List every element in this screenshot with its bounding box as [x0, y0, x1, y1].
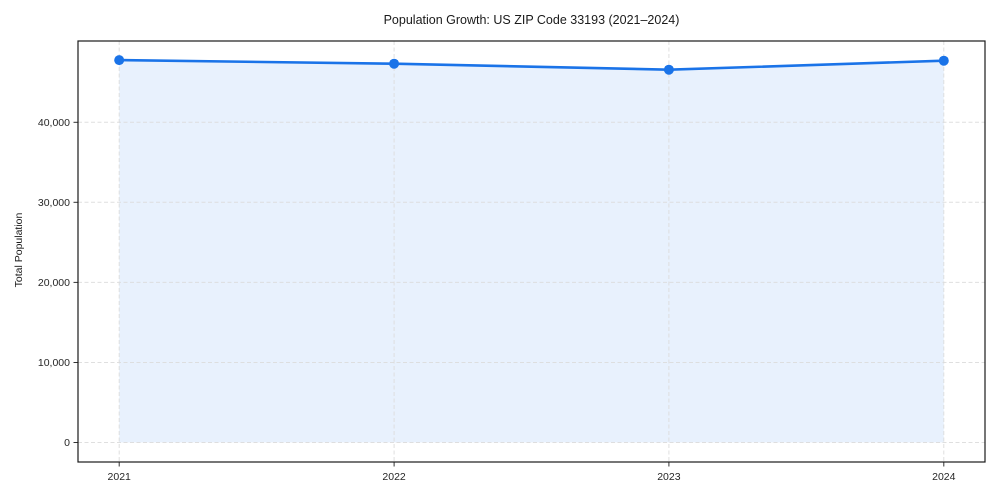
y-tick-label: 0 [64, 437, 70, 449]
x-tick-label: 2022 [382, 471, 406, 483]
y-tick-label: 40,000 [38, 117, 70, 129]
x-tick-labels: 2021 2022 2023 2024 [108, 471, 956, 483]
gridlines [78, 41, 985, 462]
axes-spines [77, 40, 986, 463]
x-tick-label: 2024 [932, 471, 956, 483]
area-fill [119, 60, 944, 443]
x-tick-label: 2021 [108, 471, 132, 483]
x-tick-label: 2023 [657, 471, 681, 483]
data-point [938, 55, 949, 66]
y-tick-label: 10,000 [38, 357, 70, 369]
data-point [389, 58, 400, 69]
y-tick-label: 20,000 [38, 277, 70, 289]
axis-ticks [73, 121, 945, 467]
data-point [114, 55, 125, 66]
y-tick-labels: 0 10,000 20,000 30,000 40,000 [38, 117, 70, 449]
y-tick-label: 30,000 [38, 197, 70, 209]
data-point [663, 64, 674, 75]
data-points [114, 55, 949, 75]
line-series [117, 58, 946, 72]
chart-title: Population Growth: US ZIP Code 33193 (20… [383, 13, 680, 27]
